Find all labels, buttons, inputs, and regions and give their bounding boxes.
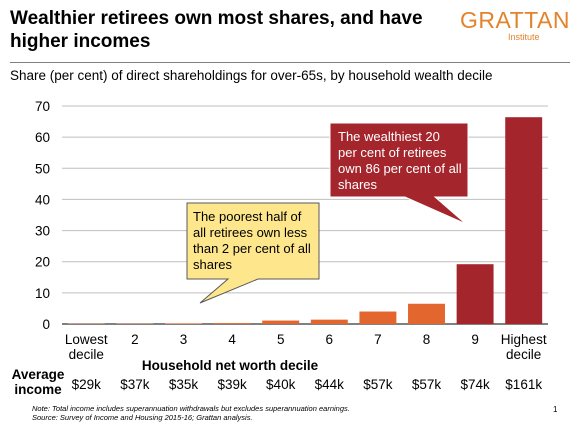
bar xyxy=(456,264,494,324)
y-tick-label: 50 xyxy=(35,161,50,176)
y-tick-label: 70 xyxy=(35,99,50,114)
x-tick-label: 7 xyxy=(374,332,382,347)
x-tick-label: 4 xyxy=(228,332,236,347)
bar xyxy=(213,323,251,324)
poor-callout-box xyxy=(186,202,320,304)
income-value: $74k xyxy=(460,377,490,392)
bar-chart: 0 10 20 30 40 50 60 70 Lowest decile 2 3 4 5 6 7 8 9 High… xyxy=(35,99,548,392)
income-value: $44k xyxy=(315,377,345,392)
chart-subtitle: Share (per cent) of direct shareholdings… xyxy=(10,68,493,83)
income-values: $29k $37k $35k $39k $40k $44k $57k $57k $74k $161… xyxy=(72,377,543,392)
logo-wordmark: GRATTAN xyxy=(460,7,570,33)
x-axis-title: Household net worth decile xyxy=(142,358,319,373)
income-value: $37k xyxy=(120,377,150,392)
y-axis-ticks: 0 10 20 30 40 50 60 70 xyxy=(35,99,50,332)
footnote-note: Note: Total income includes superannuati… xyxy=(32,404,350,413)
income-value: $40k xyxy=(266,377,296,392)
x-tick-label: 2 xyxy=(131,332,139,347)
y-tick-label: 0 xyxy=(42,317,50,332)
bar xyxy=(310,319,348,324)
x-tick-label: 6 xyxy=(326,332,334,347)
bar xyxy=(262,320,300,324)
income-value: $39k xyxy=(217,377,247,392)
income-value: $35k xyxy=(169,377,199,392)
title-divider xyxy=(10,62,570,63)
bar xyxy=(408,303,445,324)
footnote-source: Source: Survey of Income and Housing 201… xyxy=(32,413,253,422)
footnote: Note: Total income includes superannuati… xyxy=(32,404,350,422)
x-tick-label: 5 xyxy=(277,332,285,347)
y-tick-label: 20 xyxy=(35,255,50,270)
x-tick-label: 8 xyxy=(423,332,431,347)
x-axis-ticks: Lowest decile 2 3 4 5 6 7 8 9 Highest decile xyxy=(65,332,547,362)
x-tick-label: 3 xyxy=(180,332,188,347)
bar xyxy=(359,311,397,324)
page-number: 1 xyxy=(553,405,558,414)
y-tick-label: 30 xyxy=(35,224,50,239)
bar xyxy=(505,117,543,324)
x-tick-label: Highest decile xyxy=(501,332,547,362)
x-tick-label: Lowest decile xyxy=(65,332,108,362)
x-tick-label: 9 xyxy=(471,332,479,347)
logo-subtext: Institute xyxy=(508,32,540,42)
income-value: $29k xyxy=(72,377,102,392)
y-tick-label: 60 xyxy=(35,130,50,145)
average-income-label: Average income xyxy=(11,367,65,397)
income-value: $161k xyxy=(505,377,542,392)
income-value: $57k xyxy=(363,377,393,392)
bar xyxy=(165,323,202,324)
poor-callout-text: The poorest half of all retirees own les… xyxy=(193,209,311,272)
y-tick-label: 10 xyxy=(35,286,50,301)
income-value: $57k xyxy=(412,377,442,392)
chart-title: Wealthier retirees own most shares, and … xyxy=(10,8,423,52)
y-tick-label: 40 xyxy=(35,192,50,207)
grattan-logo: GRATTAN Institute xyxy=(460,8,570,42)
bars xyxy=(67,117,543,324)
wealthy-callout-box xyxy=(329,122,469,225)
wealthy-callout-text: The wealthiest 20 per cent of retirees o… xyxy=(338,129,462,192)
